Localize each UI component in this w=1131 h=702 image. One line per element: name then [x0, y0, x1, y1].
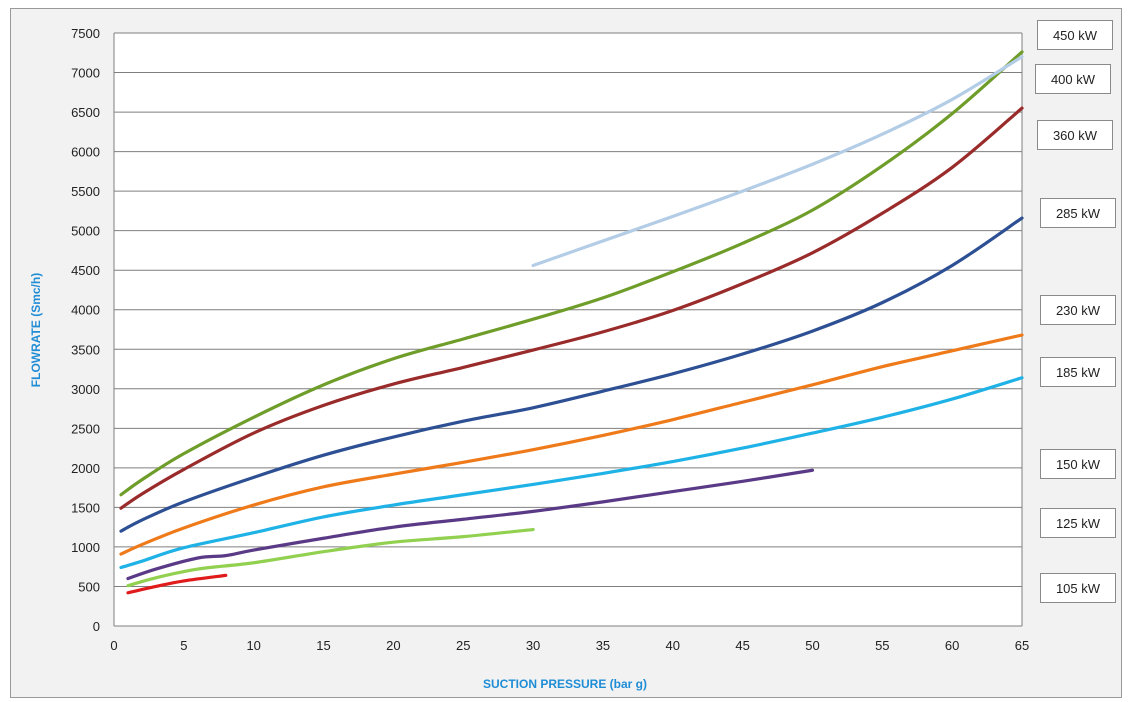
x-tick-label: 55: [875, 638, 889, 653]
series-lines: [119, 50, 1024, 595]
legend-label-150-kw: 150 kW: [1040, 449, 1116, 479]
y-tick-label: 2500: [71, 421, 100, 436]
series-line-185-kw: [119, 376, 1024, 570]
legend-label-285-kw: 285 kW: [1040, 198, 1116, 228]
x-tick-label: 35: [596, 638, 610, 653]
x-axis-title: SUCTION PRESSURE (bar g): [483, 677, 647, 691]
legend-label-185-kw: 185 kW: [1040, 357, 1116, 387]
x-tick-labels: 0 5 10 15 20 25 30 35 40 45 50 55 60 65: [110, 638, 1029, 653]
y-tick-label: 4500: [71, 263, 100, 278]
series-line-230-kw: [119, 333, 1024, 556]
x-tick-label: 60: [945, 638, 959, 653]
series-line-400-kw: [119, 50, 1024, 497]
x-tick-label: 50: [805, 638, 819, 653]
x-tick-label: 0: [110, 638, 117, 653]
series-line-360-kw: [119, 106, 1024, 510]
x-tick-label: 65: [1015, 638, 1029, 653]
y-tick-label: 0: [93, 619, 100, 634]
y-tick-label: 5000: [71, 224, 100, 239]
x-tick-label: 20: [386, 638, 400, 653]
x-tick-label: 25: [456, 638, 470, 653]
series-line-285-kw: [119, 216, 1024, 533]
plot-area: [114, 33, 1022, 626]
y-tick-label: 1500: [71, 500, 100, 515]
legend-label-230-kw: 230 kW: [1040, 295, 1116, 325]
legend-label-105-kw: 105 kW: [1040, 573, 1116, 603]
y-tick-label: 3000: [71, 382, 100, 397]
gridlines: [113, 32, 1023, 627]
y-tick-label: 7500: [71, 26, 100, 41]
x-tick-label: 45: [735, 638, 749, 653]
series-line-450-kw: [531, 55, 1024, 268]
series-line-150-kw: [126, 468, 815, 581]
x-tick-label: 5: [180, 638, 187, 653]
x-tick-label: 40: [666, 638, 680, 653]
x-tick-label: 30: [526, 638, 540, 653]
y-tick-label: 6000: [71, 145, 100, 160]
y-tick-labels: 0 500 1000 1500 2000 2500 3000 3500 4000 4500 5000…: [71, 26, 100, 634]
series-line-105-kw: [126, 573, 228, 595]
x-tick-label: 10: [246, 638, 260, 653]
y-tick-label: 2000: [71, 461, 100, 476]
x-tick-label: 15: [316, 638, 330, 653]
legend-label-360-kw: 360 kW: [1037, 120, 1113, 150]
legend-label-400-kw: 400 kW: [1035, 64, 1111, 94]
y-tick-label: 4000: [71, 303, 100, 318]
y-tick-label: 1000: [71, 540, 100, 555]
y-tick-label: 7000: [71, 66, 100, 81]
legend-label-125-kw: 125 kW: [1040, 508, 1116, 538]
series-line-125-kw: [126, 527, 535, 588]
y-tick-label: 3500: [71, 342, 100, 357]
y-axis-title: FLOWRATE (Smc/h): [29, 273, 43, 387]
y-tick-label: 6500: [71, 105, 100, 120]
y-tick-label: 5500: [71, 184, 100, 199]
legend-label-450-kw: 450 kW: [1037, 20, 1113, 50]
y-tick-label: 500: [78, 579, 100, 594]
